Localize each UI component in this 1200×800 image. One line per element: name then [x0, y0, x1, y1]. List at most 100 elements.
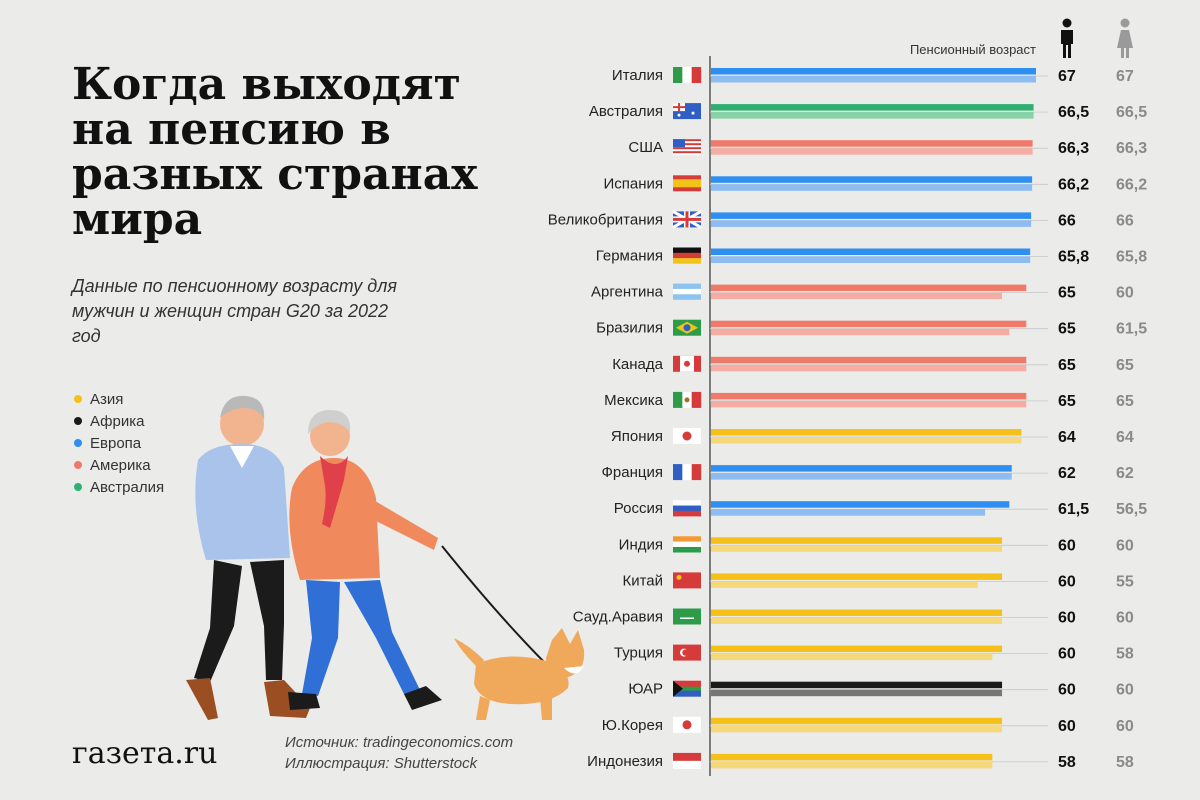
bar-female: [711, 76, 1036, 83]
bar-female: [711, 509, 986, 516]
south-korea-flag-icon: [673, 716, 701, 733]
bar-female: [711, 220, 1032, 227]
value-label-male: 62: [1058, 465, 1076, 482]
value-label-male: 66: [1058, 212, 1076, 229]
country-label: Германия: [596, 248, 663, 265]
value-label-female: 56,5: [1116, 501, 1147, 518]
value-label-male: 60: [1058, 537, 1076, 554]
bar-female: [711, 292, 1003, 300]
gazeta-logo: газета.ru: [72, 736, 218, 771]
man-icon: [1061, 18, 1073, 58]
value-label-female: 66,5: [1116, 104, 1147, 121]
south-africa-flag-icon: [673, 680, 701, 697]
value-label-male: 58: [1058, 754, 1076, 771]
value-label-female: 58: [1116, 754, 1134, 771]
value-label-male: 60: [1058, 573, 1076, 590]
bar-male: [711, 537, 1003, 544]
bar-male: [711, 284, 1027, 292]
value-label-female: 66: [1116, 212, 1134, 229]
country-label: Сауд.Аравия: [573, 609, 663, 626]
value-label-male: 64: [1058, 429, 1076, 446]
country-label: Великобритания: [548, 211, 663, 228]
bar-female: [711, 473, 1012, 480]
illustration-credit-line: Иллюстрация: Shutterstock: [285, 755, 478, 772]
legend-item: Африка: [74, 410, 164, 432]
bar-male: [711, 248, 1031, 255]
elderly-couple-walking-dog-illustration: [186, 395, 585, 720]
mexico-flag-icon: [673, 391, 702, 408]
bar-female: [711, 545, 1003, 552]
bar-male: [711, 356, 1027, 364]
value-label-female: 66,3: [1116, 140, 1147, 157]
legend-item: Азия: [74, 388, 164, 410]
brazil-flag-icon: [673, 319, 701, 336]
turkey-flag-icon: [673, 644, 701, 661]
legend: Азия Африка Европа Америка Австралия: [74, 388, 164, 498]
value-label-female: 60: [1116, 610, 1134, 627]
value-label-male: 65: [1058, 357, 1076, 374]
value-label-female: 67: [1116, 68, 1134, 85]
retirement-age-header: Пенсионный возраст: [909, 42, 1036, 57]
legend-dot-europe: [74, 439, 82, 447]
value-label-female: 60: [1116, 285, 1134, 302]
value-label-female: 64: [1116, 429, 1134, 446]
bar-male: [711, 176, 1033, 183]
country-label: Австралия: [589, 103, 663, 120]
value-label-male: 65: [1058, 321, 1076, 338]
russia-flag-icon: [673, 500, 701, 517]
legend-label: Азия: [90, 390, 124, 408]
argentina-flag-icon: [673, 283, 701, 300]
bar-female: [711, 328, 1010, 336]
value-label-female: 65: [1116, 393, 1134, 410]
leash: [441, 545, 551, 669]
country-label: Ю.Корея: [602, 717, 663, 734]
saudi-arabia-flag-icon: [673, 608, 701, 625]
legend-item: Америка: [74, 454, 164, 476]
value-label-male: 65: [1058, 393, 1076, 410]
bar-female: [711, 725, 1003, 733]
bar-male: [711, 681, 1003, 689]
country-label: Индонезия: [587, 753, 663, 770]
country-label: Мексика: [604, 392, 664, 409]
bar-male: [711, 753, 993, 761]
bar-female: [711, 437, 1022, 444]
bar-female: [711, 148, 1033, 155]
australia-flag-icon: [673, 103, 701, 120]
legend-label: Африка: [90, 412, 145, 430]
country-label: Канада: [612, 356, 663, 373]
value-label-female: 61,5: [1116, 321, 1147, 338]
legend-dot-africa: [74, 417, 82, 425]
bar-female: [711, 689, 1003, 697]
chart-title: Когда выходят на пенсию в разных странах…: [72, 59, 478, 245]
bar-male: [711, 429, 1022, 436]
country-label: США: [628, 139, 663, 156]
country-label: Бразилия: [596, 320, 663, 337]
bar-male: [711, 140, 1033, 147]
legend-label: Европа: [90, 434, 142, 452]
source-line: Источник: tradingeconomics.com: [285, 734, 514, 751]
bar-female: [711, 761, 993, 769]
bar-male: [711, 320, 1027, 328]
country-label: Италия: [612, 67, 663, 84]
japan-flag-icon: [673, 428, 701, 444]
country-label: Аргентина: [591, 284, 664, 301]
france-flag-icon: [673, 464, 702, 481]
bar-male: [711, 645, 1003, 653]
value-label-female: 66,2: [1116, 176, 1147, 193]
value-label-female: 65,8: [1116, 249, 1147, 266]
bar-female: [711, 653, 993, 661]
country-label: Китай: [622, 572, 663, 589]
legend-item: Европа: [74, 432, 164, 454]
value-label-male: 60: [1058, 718, 1076, 735]
value-label-male: 67: [1058, 68, 1076, 85]
value-label-female: 55: [1116, 573, 1134, 590]
value-label-male: 60: [1058, 682, 1076, 699]
value-label-female: 65: [1116, 357, 1134, 374]
old-man-figure: [186, 395, 310, 720]
value-label-male: 66,2: [1058, 176, 1089, 193]
bar-female: [711, 112, 1034, 119]
value-label-female: 60: [1116, 682, 1134, 699]
value-label-female: 58: [1116, 646, 1134, 663]
legend-label: Америка: [90, 456, 151, 474]
value-label-male: 65,8: [1058, 249, 1089, 266]
